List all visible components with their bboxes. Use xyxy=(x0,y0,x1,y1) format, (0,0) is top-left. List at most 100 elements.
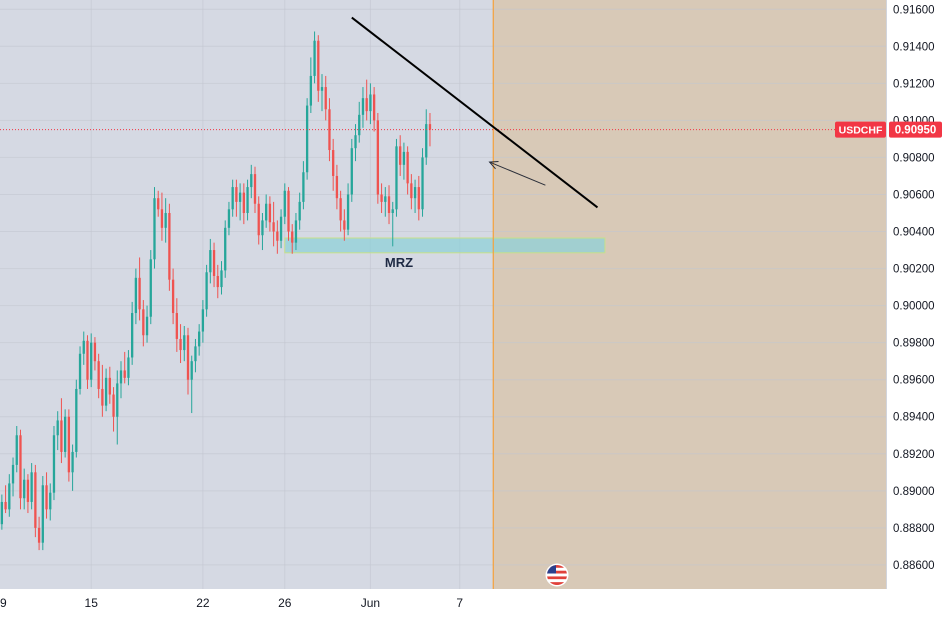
candle xyxy=(238,183,242,221)
candle-body xyxy=(305,105,309,173)
candle xyxy=(45,472,48,519)
candle-body xyxy=(205,272,208,310)
candle xyxy=(4,485,7,514)
candle-body xyxy=(52,435,56,493)
candle xyxy=(142,300,145,347)
candle-body xyxy=(324,87,327,110)
price-tick-label: 0.89600 xyxy=(893,375,935,387)
candle xyxy=(90,333,93,388)
candle-body xyxy=(380,194,383,202)
candle xyxy=(399,135,402,176)
candle-body xyxy=(134,277,138,314)
candle xyxy=(52,426,56,501)
candle xyxy=(425,109,428,165)
candle-body xyxy=(395,146,398,210)
candle xyxy=(369,83,372,125)
candle xyxy=(30,463,33,510)
candle-body xyxy=(209,250,212,273)
candle-body xyxy=(428,124,432,130)
candle xyxy=(78,346,82,395)
candle xyxy=(212,242,216,288)
candle-body xyxy=(190,361,193,380)
candle-body xyxy=(246,187,249,214)
candle-body xyxy=(287,190,290,232)
candle xyxy=(86,335,89,389)
candle xyxy=(112,387,115,432)
arrow-head xyxy=(488,161,499,170)
candle xyxy=(406,146,409,195)
candle xyxy=(372,87,376,132)
candle xyxy=(365,79,368,121)
time-tick-label: 9 xyxy=(0,596,7,610)
candle xyxy=(350,138,353,202)
time-axis[interactable]: 9 15 22 26 Jun 7 xyxy=(0,596,463,610)
time-tick-label: 26 xyxy=(278,596,292,610)
price-tick-label: 0.89000 xyxy=(893,486,935,498)
candle-body xyxy=(198,331,201,347)
candle-body xyxy=(86,340,89,380)
price-tick-label: 0.89200 xyxy=(893,449,935,461)
candle xyxy=(157,190,160,217)
candle xyxy=(160,192,164,241)
candle-body xyxy=(194,346,197,362)
candle-body xyxy=(49,492,52,510)
candle xyxy=(198,324,201,356)
candle xyxy=(313,31,316,84)
candle-body xyxy=(343,220,346,230)
price-tick-label: 0.90000 xyxy=(893,301,935,313)
time-tick-label: 15 xyxy=(85,596,99,610)
candle-body xyxy=(26,479,30,502)
price-tick-label: 0.88600 xyxy=(893,560,935,572)
candle xyxy=(201,300,205,343)
mrz-zone[interactable] xyxy=(284,237,606,254)
candle-body xyxy=(238,192,242,202)
candle-body xyxy=(160,209,164,228)
candle xyxy=(417,175,420,221)
candle xyxy=(168,203,171,291)
candle-body xyxy=(335,175,339,199)
candle xyxy=(138,257,141,321)
horizontal-gridlines xyxy=(0,8,886,566)
candle-body xyxy=(201,309,205,332)
price-tick-label: 0.91200 xyxy=(893,78,935,90)
candle-body xyxy=(179,338,182,351)
flag-canton xyxy=(547,565,556,574)
candle-body xyxy=(354,135,357,149)
price-tag xyxy=(889,121,942,138)
candle-body xyxy=(116,383,119,417)
arrow-annotation[interactable] xyxy=(488,161,546,186)
candle-body xyxy=(320,87,324,91)
candle-body xyxy=(384,196,387,202)
candle-body xyxy=(149,259,152,317)
candle xyxy=(101,364,104,417)
candle xyxy=(354,124,357,162)
candle-body xyxy=(227,209,231,228)
mrz-zone-label: MRZ xyxy=(385,255,413,270)
candle xyxy=(37,516,41,551)
candle-body xyxy=(164,213,167,228)
candle-body xyxy=(19,435,22,499)
candle-body xyxy=(261,220,264,236)
candle-body xyxy=(101,388,104,406)
candle xyxy=(250,164,253,199)
trendline[interactable] xyxy=(351,16,599,209)
us-flag-icon[interactable] xyxy=(545,563,569,587)
candle xyxy=(235,179,238,217)
candle-body xyxy=(186,335,190,380)
candle-body xyxy=(313,40,316,76)
candle xyxy=(216,264,219,299)
candle-body xyxy=(317,40,320,91)
candle xyxy=(294,213,298,251)
candle-body xyxy=(216,275,219,288)
candle xyxy=(346,183,350,236)
candle-body xyxy=(425,124,428,158)
flag-stripe xyxy=(547,573,567,577)
candle xyxy=(283,183,286,225)
candle-body xyxy=(276,231,279,241)
candle xyxy=(175,298,178,352)
candle-body xyxy=(8,483,11,510)
price-axis[interactable]: 0.916000.914000.912000.910000.908000.906… xyxy=(893,4,935,572)
candle-body xyxy=(108,377,111,395)
